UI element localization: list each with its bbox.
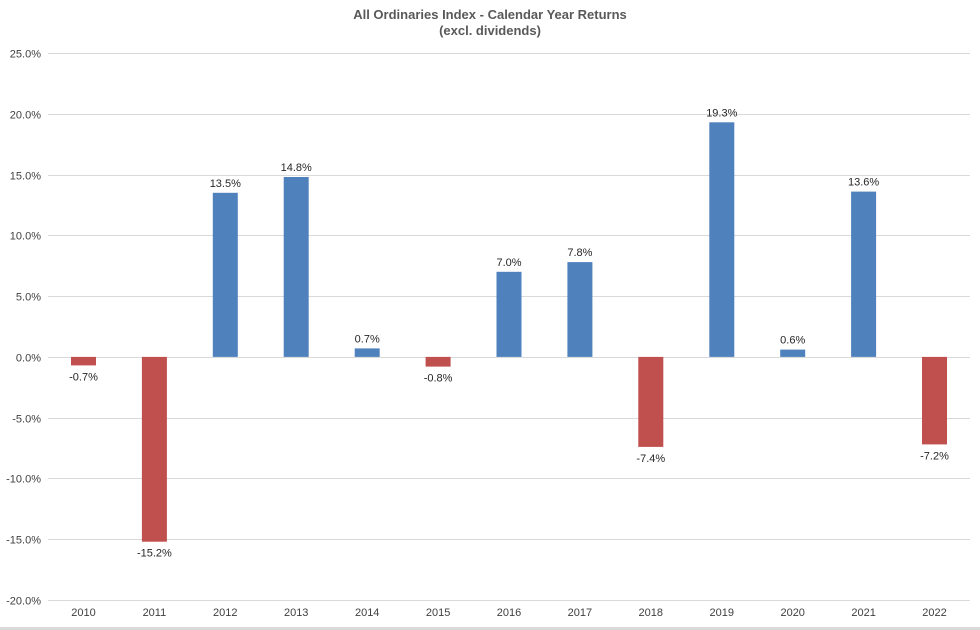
x-tick-label: 2015 <box>426 607 450 619</box>
x-tick-label: 2014 <box>355 607 379 619</box>
gridlines <box>48 53 970 601</box>
data-label-2014: 0.7% <box>355 333 380 345</box>
x-tick-label: 2022 <box>922 607 946 619</box>
bar-2010 <box>71 356 96 366</box>
bar-2020 <box>780 349 806 357</box>
bar-2011 <box>141 356 167 542</box>
y-tick-label: 0.0% <box>16 353 41 365</box>
y-tick-label: -20.0% <box>6 596 41 608</box>
bar-2014 <box>354 348 380 357</box>
y-tick-label: 20.0% <box>10 110 41 122</box>
bar-2017 <box>567 262 593 357</box>
data-label-2017: 7.8% <box>567 247 592 259</box>
x-tick-label: 2011 <box>143 607 167 619</box>
bar-2018 <box>638 356 664 447</box>
data-label-2020: 0.6% <box>780 335 805 347</box>
x-tick-label: 2012 <box>213 607 237 619</box>
y-tick-label: 5.0% <box>16 292 41 304</box>
y-tick-label: -15.0% <box>6 535 41 547</box>
y-tick-label: -5.0% <box>12 414 41 426</box>
bar-2015 <box>425 356 451 367</box>
chart-title-block: All Ordinaries Index - Calendar Year Ret… <box>0 7 980 39</box>
data-labels: -0.7% -15.2% 13.5% 14.8% 0.7% -0.8% 7.0% 7.8% -7… <box>69 107 949 559</box>
bar-2013 <box>283 177 309 357</box>
bar-2021 <box>851 191 877 357</box>
y-tick-label: -10.0% <box>6 474 41 486</box>
data-label-2012: 13.5% <box>210 178 241 190</box>
x-tick-label: 2020 <box>780 607 804 619</box>
y-axis-ticks: 25.0% 20.0% 15.0% 10.0% 5.0% 0.0% -5.0% -10.0% -… <box>6 49 41 608</box>
y-tick-label: 10.0% <box>10 231 41 243</box>
data-label-2011: -15.2% <box>137 548 172 560</box>
data-label-2010: -0.7% <box>69 371 98 383</box>
bar-2022 <box>922 356 947 445</box>
x-tick-label: 2010 <box>71 607 95 619</box>
bars <box>71 122 947 542</box>
bar-2012 <box>212 192 238 357</box>
x-tick-label: 2019 <box>710 607 734 619</box>
chart-subtitle: (excl. dividends) <box>439 23 541 38</box>
x-tick-label: 2013 <box>284 607 308 619</box>
data-label-2021: 13.6% <box>848 177 879 189</box>
data-label-2022: -7.2% <box>920 450 949 462</box>
data-label-2019: 19.3% <box>706 107 737 119</box>
x-tick-label: 2016 <box>497 607 521 619</box>
y-tick-label: 15.0% <box>10 171 41 183</box>
data-label-2013: 14.8% <box>281 162 312 174</box>
x-axis-ticks: 2010 2011 2012 2013 2014 2015 2016 2017 2018 2019… <box>71 607 946 619</box>
x-tick-label: 2021 <box>851 607 875 619</box>
data-label-2015: -0.8% <box>424 373 453 385</box>
bottom-border <box>0 627 980 630</box>
chart-title: All Ordinaries Index - Calendar Year Ret… <box>353 7 627 22</box>
y-tick-label: 25.0% <box>10 49 41 61</box>
data-label-2016: 7.0% <box>496 257 521 269</box>
bar-2019 <box>709 122 735 357</box>
x-tick-label: 2017 <box>568 607 592 619</box>
bar-2016 <box>496 271 522 357</box>
data-label-2018: -7.4% <box>636 453 665 465</box>
x-tick-label: 2018 <box>639 607 663 619</box>
